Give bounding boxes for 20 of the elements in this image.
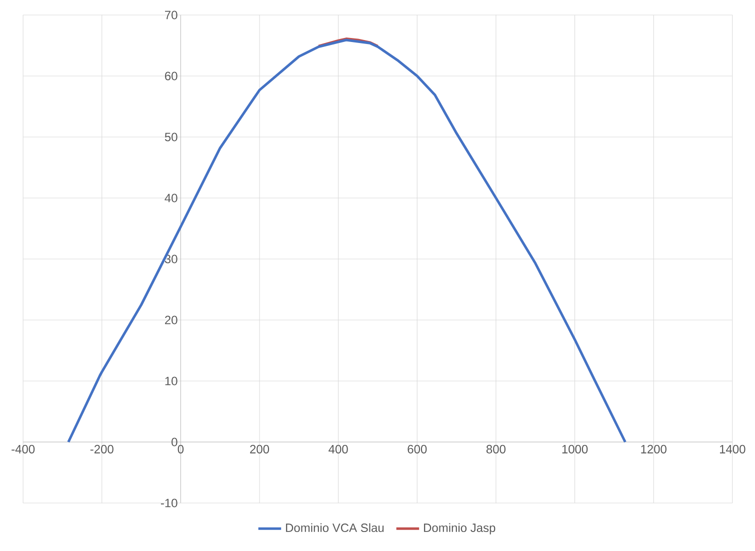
y-tick-label: 0: [172, 438, 178, 446]
y-tick-label: 50: [164, 132, 178, 142]
x-tick-label: -400: [12, 444, 35, 454]
y-tick-label: 70: [165, 10, 178, 20]
x-tick-label: 600: [408, 444, 427, 454]
x-tick-label: 1000: [562, 444, 588, 454]
x-tick-label: 200: [250, 444, 270, 454]
x-tick-label: 800: [486, 444, 506, 454]
y-tick-label: 20: [165, 316, 178, 324]
legend-label: Dominio Jasp: [424, 523, 496, 534]
x-tick-label: 0: [178, 444, 184, 454]
y-tick-label: 60: [165, 72, 178, 80]
y-tick-label: 40: [164, 194, 178, 202]
y-tick-label: 10: [165, 376, 178, 386]
x-tick-label: 1400: [720, 444, 746, 454]
x-tick-label: 1200: [641, 444, 666, 454]
legend-label: Dominio VCA Slau: [286, 523, 384, 532]
x-tick-label: -200: [90, 444, 114, 454]
y-tick-label: -10: [160, 498, 178, 508]
x-tick-label: 400: [328, 444, 348, 454]
